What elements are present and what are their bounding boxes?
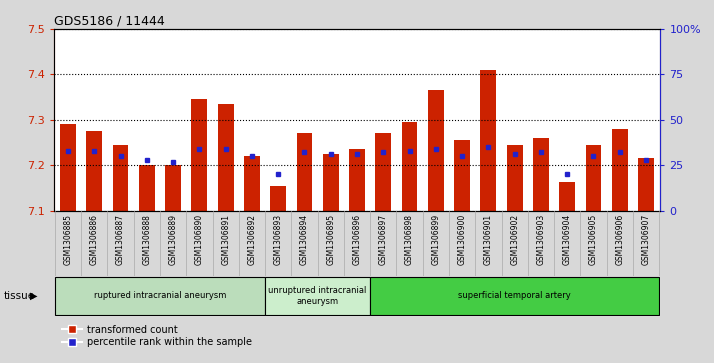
Text: GSM1306901: GSM1306901 xyxy=(484,214,493,265)
Text: GSM1306899: GSM1306899 xyxy=(431,214,441,265)
Legend: transformed count, percentile rank within the sample: transformed count, percentile rank withi… xyxy=(59,321,256,351)
Text: GSM1306896: GSM1306896 xyxy=(353,214,361,265)
Bar xyxy=(296,133,312,211)
Bar xyxy=(376,133,391,211)
Text: GSM1306906: GSM1306906 xyxy=(615,214,624,265)
Text: GSM1306895: GSM1306895 xyxy=(326,214,336,265)
Bar xyxy=(428,90,443,211)
Text: GSM1306892: GSM1306892 xyxy=(248,214,256,265)
Bar xyxy=(370,277,659,315)
Bar xyxy=(60,124,76,211)
Bar xyxy=(191,99,207,211)
Text: GSM1306888: GSM1306888 xyxy=(142,214,151,265)
Bar xyxy=(349,149,365,211)
Text: ruptured intracranial aneurysm: ruptured intracranial aneurysm xyxy=(94,291,226,300)
Bar xyxy=(271,185,286,211)
Bar xyxy=(55,277,265,315)
Text: GDS5186 / 11444: GDS5186 / 11444 xyxy=(54,15,164,28)
Bar xyxy=(86,131,102,211)
Text: GSM1306893: GSM1306893 xyxy=(273,214,283,265)
Text: GSM1306907: GSM1306907 xyxy=(641,214,650,265)
Text: GSM1306905: GSM1306905 xyxy=(589,214,598,265)
Bar xyxy=(165,165,181,211)
Text: GSM1306904: GSM1306904 xyxy=(563,214,572,265)
Text: GSM1306887: GSM1306887 xyxy=(116,214,125,265)
Bar xyxy=(402,122,418,211)
Bar xyxy=(139,165,155,211)
Bar xyxy=(244,156,260,211)
Text: GSM1306889: GSM1306889 xyxy=(169,214,178,265)
Bar xyxy=(533,138,549,211)
Bar xyxy=(113,145,129,211)
Text: GSM1306891: GSM1306891 xyxy=(221,214,230,265)
Bar xyxy=(507,145,523,211)
Bar xyxy=(585,145,601,211)
Bar xyxy=(323,154,338,211)
Text: superficial temporal artery: superficial temporal artery xyxy=(458,291,571,300)
Bar xyxy=(559,182,575,211)
Text: GSM1306902: GSM1306902 xyxy=(510,214,519,265)
Text: unruptured intracranial
aneurysm: unruptured intracranial aneurysm xyxy=(268,286,367,306)
Text: GSM1306886: GSM1306886 xyxy=(90,214,99,265)
Bar xyxy=(265,277,370,315)
Text: GSM1306903: GSM1306903 xyxy=(536,214,545,265)
Text: GSM1306894: GSM1306894 xyxy=(300,214,309,265)
Text: ▶: ▶ xyxy=(30,291,38,301)
Text: GSM1306900: GSM1306900 xyxy=(458,214,466,265)
Bar xyxy=(481,70,496,211)
Bar xyxy=(218,104,233,211)
Text: GSM1306898: GSM1306898 xyxy=(405,214,414,265)
Bar xyxy=(638,158,654,211)
Text: GSM1306885: GSM1306885 xyxy=(64,214,73,265)
Bar xyxy=(612,129,628,211)
Text: GSM1306890: GSM1306890 xyxy=(195,214,204,265)
Bar xyxy=(454,140,470,211)
Text: tissue: tissue xyxy=(4,291,35,301)
Text: GSM1306897: GSM1306897 xyxy=(378,214,388,265)
